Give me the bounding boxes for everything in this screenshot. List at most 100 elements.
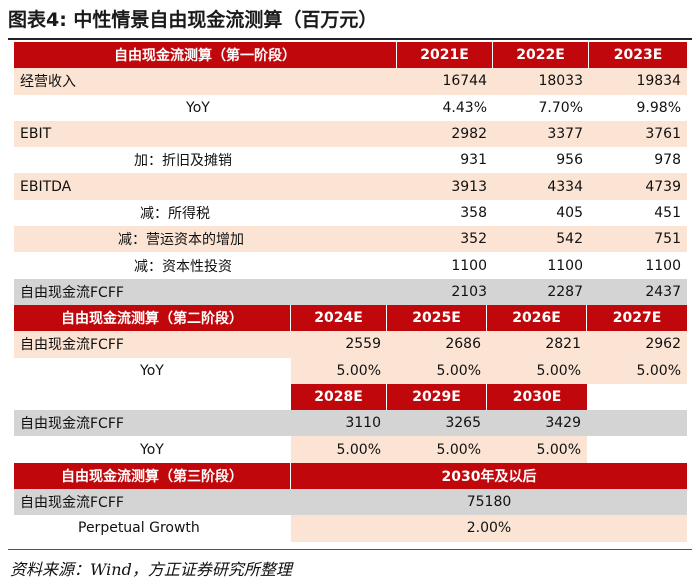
row-value: 542 <box>493 226 589 253</box>
row-value: 931 <box>397 147 493 174</box>
row-value: 3110 <box>291 410 387 437</box>
row-label: EBIT <box>14 120 397 148</box>
row-value: 2437 <box>589 278 687 305</box>
row-value: 9.98% <box>589 94 687 121</box>
row-value: 2.00% <box>291 515 687 542</box>
table-row: EBITDA 3913 4334 4739 <box>14 173 687 200</box>
row-value: 5.00% <box>291 436 387 463</box>
source-note: 资料来源：Wind，方正证券研究所整理 <box>10 560 292 579</box>
table-row: Perpetual Growth 2.00% <box>14 515 687 542</box>
row-value: 75180 <box>291 489 687 516</box>
row-value: 4334 <box>493 173 589 200</box>
source-divider <box>8 549 692 550</box>
row-value: 3377 <box>493 120 589 148</box>
stage3-period: 2030年及以后 <box>291 462 687 490</box>
row-value: 3913 <box>397 173 493 200</box>
row-value: 7.70% <box>493 94 589 121</box>
stage1-header: 自由现金流测算（第一阶段） <box>14 42 397 69</box>
stage2-year: 2030E <box>487 383 587 411</box>
stage2-year: 2029E <box>387 383 487 411</box>
row-label: 经营收入 <box>14 68 397 95</box>
stage1-year: 2021E <box>397 42 493 69</box>
stage3-header-row: 自由现金流测算（第三阶段） 2030年及以后 <box>14 462 687 490</box>
row-value: 5.00% <box>387 436 487 463</box>
stage2-years-b-row: 2028E 2029E 2030E <box>14 383 687 411</box>
row-value: 19834 <box>589 68 687 95</box>
stage2-year: 2028E <box>291 383 387 411</box>
table-row: YoY 5.00% 5.00% 5.00% 5.00% <box>14 357 687 384</box>
title-divider <box>8 38 692 40</box>
row-value: 358 <box>397 199 493 227</box>
row-value: 2559 <box>291 331 387 358</box>
row-value: 1100 <box>493 252 589 279</box>
blank-cell <box>14 383 291 411</box>
row-value: 3265 <box>387 410 487 437</box>
row-label: 减：营运资本的增加 <box>14 226 397 253</box>
row-value: 2962 <box>587 331 687 358</box>
blank-cell <box>587 436 687 463</box>
row-value: 4.43% <box>397 94 493 121</box>
row-value: 3761 <box>589 120 687 148</box>
stage2-header-row: 自由现金流测算（第二阶段） 2024E 2025E 2026E 2027E <box>14 304 687 332</box>
row-value: 4739 <box>589 173 687 200</box>
row-value: 1100 <box>397 252 493 279</box>
row-label: YoY <box>14 436 291 463</box>
row-label: 自由现金流FCFF <box>14 331 291 358</box>
table-row: 自由现金流FCFF 2103 2287 2437 <box>14 278 687 305</box>
row-label: 自由现金流FCFF <box>14 278 397 305</box>
row-label: 减：资本性投资 <box>14 252 397 279</box>
row-value: 2686 <box>387 331 487 358</box>
row-label: 自由现金流FCFF <box>14 410 291 437</box>
row-value: 5.00% <box>487 436 587 463</box>
row-value: 405 <box>493 199 589 227</box>
row-label: EBITDA <box>14 173 397 200</box>
row-value: 5.00% <box>487 357 587 384</box>
row-value: 751 <box>589 226 687 253</box>
stage2-header: 自由现金流测算（第二阶段） <box>14 304 291 332</box>
table-row: 减：资本性投资 1100 1100 1100 <box>14 252 687 279</box>
stage1-year: 2022E <box>493 42 589 69</box>
row-value: 451 <box>589 199 687 227</box>
table-row: 自由现金流FCFF 3110 3265 3429 <box>14 410 687 437</box>
table-row: 减：营运资本的增加 352 542 751 <box>14 226 687 253</box>
table-row: 自由现金流FCFF 75180 <box>14 489 687 516</box>
stage1-header-row: 自由现金流测算（第一阶段） 2021E 2022E 2023E <box>14 42 687 69</box>
row-value: 2287 <box>493 278 589 305</box>
row-value: 5.00% <box>387 357 487 384</box>
table-row: 自由现金流FCFF 2559 2686 2821 2962 <box>14 331 687 358</box>
row-label: 自由现金流FCFF <box>14 489 291 516</box>
stage3-header: 自由现金流测算（第三阶段） <box>14 462 291 490</box>
figure-title: 图表4: 中性情景自由现金流测算（百万元） <box>8 9 378 31</box>
row-value: 2982 <box>397 120 493 148</box>
row-label: YoY <box>14 94 397 121</box>
blank-cell <box>587 383 687 411</box>
table-row: 加：折旧及摊销 931 956 978 <box>14 147 687 174</box>
stage1-year: 2023E <box>589 42 687 69</box>
row-value: 16744 <box>397 68 493 95</box>
table-row: 减：所得税 358 405 451 <box>14 199 687 227</box>
stage2-year: 2024E <box>291 304 387 332</box>
fcff-table: 自由现金流测算（第一阶段） 2021E 2022E 2023E 经营收入 167… <box>14 42 687 542</box>
table-row: 经营收入 16744 18033 19834 <box>14 68 687 95</box>
row-value: 2821 <box>487 331 587 358</box>
row-label: Perpetual Growth <box>14 515 291 542</box>
row-label: 加：折旧及摊销 <box>14 147 397 174</box>
row-value: 18033 <box>493 68 589 95</box>
row-value: 5.00% <box>291 357 387 384</box>
row-value: 2103 <box>397 278 493 305</box>
row-value: 3429 <box>487 410 587 437</box>
stage2-year: 2026E <box>487 304 587 332</box>
row-value: 1100 <box>589 252 687 279</box>
row-label: 减：所得税 <box>14 199 397 227</box>
row-value: 956 <box>493 147 589 174</box>
table-row: YoY 5.00% 5.00% 5.00% <box>14 436 687 463</box>
row-label: YoY <box>14 357 291 384</box>
table-row: YoY 4.43% 7.70% 9.98% <box>14 94 687 121</box>
row-value: 5.00% <box>587 357 687 384</box>
stage2-year: 2027E <box>587 304 687 332</box>
row-value: 352 <box>397 226 493 253</box>
stage2-year: 2025E <box>387 304 487 332</box>
table-row: EBIT 2982 3377 3761 <box>14 120 687 148</box>
blank-cell <box>587 410 687 437</box>
row-value: 978 <box>589 147 687 174</box>
